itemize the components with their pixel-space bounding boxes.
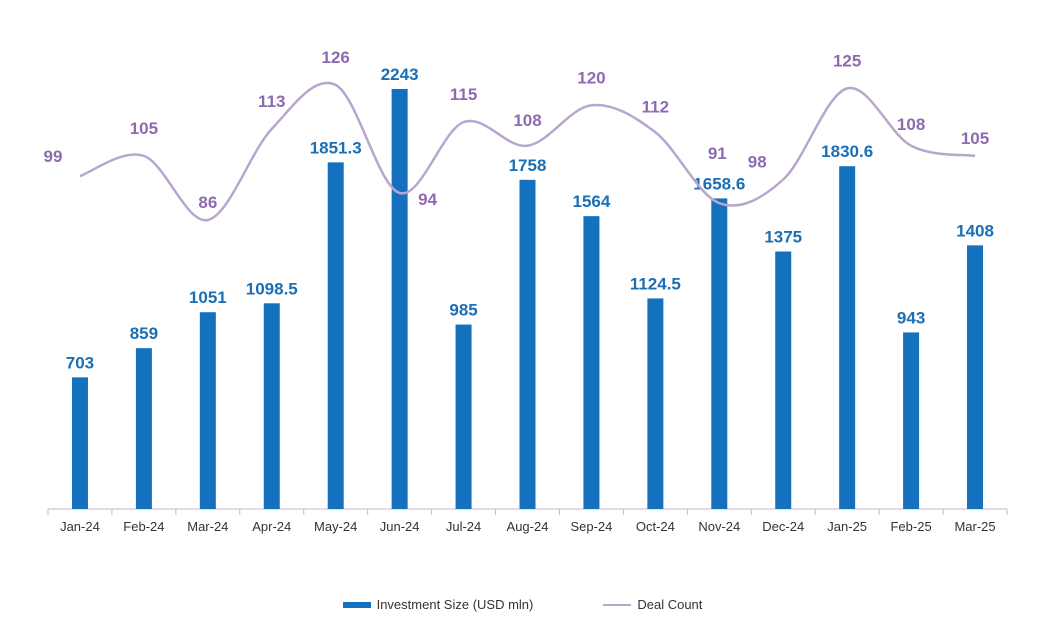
bar bbox=[519, 179, 536, 510]
x-tick-label: Sep-24 bbox=[570, 519, 612, 534]
bar-data-label: 1564 bbox=[573, 192, 611, 211]
bar-data-label: 1051 bbox=[189, 288, 227, 307]
bar bbox=[711, 198, 728, 509]
line-data-label: 105 bbox=[961, 129, 989, 148]
line-data-label: 125 bbox=[833, 51, 861, 70]
bar-data-label: 1098.5 bbox=[246, 279, 298, 298]
line-data-label: 86 bbox=[198, 193, 217, 212]
line-data-label: 112 bbox=[642, 97, 669, 116]
line-data-label: 99 bbox=[44, 147, 63, 166]
line-data-label: 108 bbox=[513, 111, 541, 130]
line-data-label: 91 bbox=[708, 144, 727, 163]
line-data-label: 94 bbox=[418, 190, 437, 209]
bar bbox=[455, 324, 472, 509]
line-data-label: 108 bbox=[897, 115, 925, 134]
bar-data-label: 859 bbox=[130, 324, 158, 343]
bar-data-label: 703 bbox=[66, 353, 94, 372]
bar bbox=[647, 298, 664, 509]
bar bbox=[263, 303, 280, 509]
x-tick-label: Mar-24 bbox=[187, 519, 228, 534]
x-tick-label: Jan-25 bbox=[827, 519, 867, 534]
legend-item-deal-count: Deal Count bbox=[603, 597, 702, 612]
bar bbox=[327, 162, 344, 509]
x-tick-label: May-24 bbox=[314, 519, 357, 534]
legend: Investment Size (USD mln) Deal Count bbox=[0, 597, 1045, 612]
bar bbox=[967, 245, 984, 510]
deal-count-line bbox=[79, 81, 976, 222]
legend-swatch-line bbox=[603, 603, 632, 606]
legend-swatch-bar bbox=[342, 601, 371, 608]
x-tick-label: Jan-24 bbox=[60, 519, 100, 534]
bar bbox=[903, 332, 920, 509]
x-tick-label: Dec-24 bbox=[762, 519, 804, 534]
bar-data-label: 1375 bbox=[764, 228, 802, 247]
bar-data-label: 1758 bbox=[509, 156, 547, 175]
line-data-label: 105 bbox=[130, 119, 158, 138]
line-data-label: 113 bbox=[258, 92, 285, 111]
x-tick-label: Oct-24 bbox=[636, 519, 675, 534]
bar bbox=[583, 216, 600, 510]
bar bbox=[391, 89, 408, 509]
line-data-label: 115 bbox=[450, 85, 477, 104]
bar-data-label: 985 bbox=[449, 301, 477, 320]
bar-data-label: 2243 bbox=[381, 65, 419, 84]
x-tick-label: Aug-24 bbox=[507, 519, 549, 534]
line-data-label: 126 bbox=[322, 48, 350, 67]
bar-data-label: 943 bbox=[897, 308, 925, 327]
x-tick-label: Mar-25 bbox=[954, 519, 995, 534]
line-data-label: 98 bbox=[748, 153, 767, 172]
legend-label-investment: Investment Size (USD mln) bbox=[376, 597, 534, 612]
bar-data-label: 1851.3 bbox=[310, 138, 362, 157]
x-tick-label: Jul-24 bbox=[446, 519, 481, 534]
combo-chart: Jan-24 Feb-24 Mar-24 Apr-24 May-24 Jun-24 Jul-… bbox=[44, 48, 1008, 534]
bar bbox=[199, 312, 216, 509]
legend-label-deal-count: Deal Count bbox=[637, 597, 703, 612]
bar bbox=[839, 166, 856, 510]
bar-data-label: 1658.6 bbox=[693, 174, 745, 193]
x-tick-label: Apr-24 bbox=[252, 519, 291, 534]
bar-data-label: 1830.6 bbox=[821, 142, 873, 161]
bar bbox=[775, 251, 792, 509]
bar-data-label: 1408 bbox=[956, 221, 994, 240]
x-tick-label: Nov-24 bbox=[698, 519, 740, 534]
bar bbox=[135, 348, 152, 509]
x-tick-label: Jun-24 bbox=[380, 519, 420, 534]
bar-data-label: 1124.5 bbox=[630, 274, 681, 293]
x-tick-label: Feb-25 bbox=[890, 519, 931, 534]
line-data-label: 120 bbox=[577, 68, 605, 87]
legend-item-investment: Investment Size (USD mln) bbox=[342, 597, 534, 612]
x-tick-label: Feb-24 bbox=[123, 519, 164, 534]
bar bbox=[71, 377, 88, 509]
